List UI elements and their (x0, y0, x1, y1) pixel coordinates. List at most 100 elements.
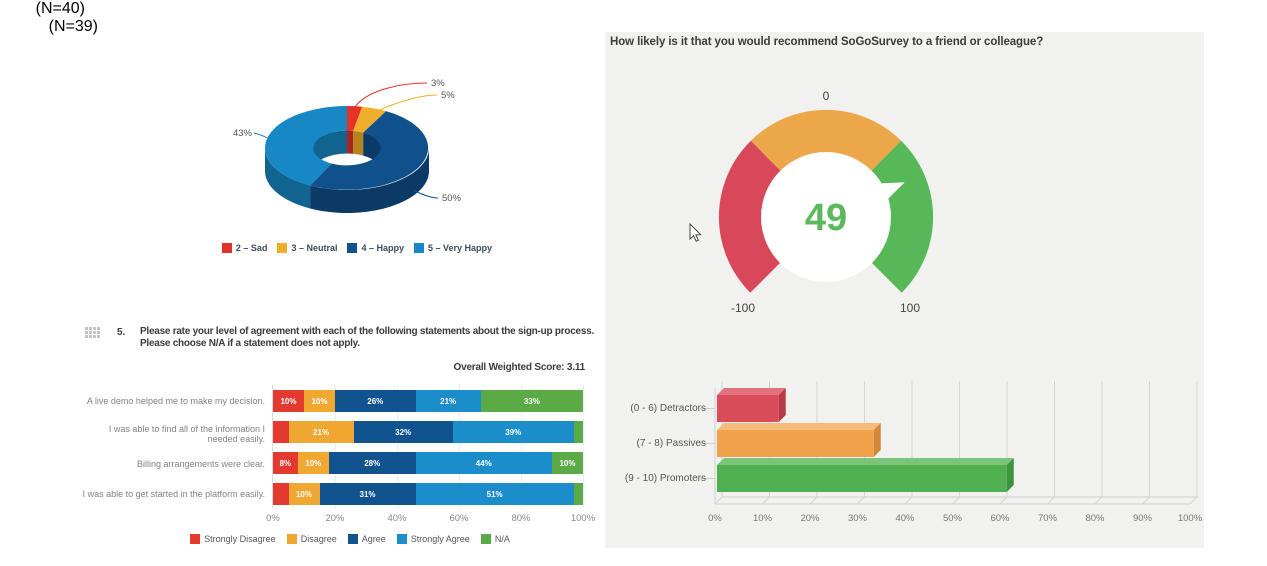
category-label: Billing arrangements were clear. (136, 459, 265, 469)
bar-top-face (717, 423, 881, 430)
bar-segment: 32% (353, 421, 453, 443)
legend-label: Disagree (300, 534, 337, 544)
donut-legend-item[interactable]: 4 – Happy (347, 243, 404, 253)
question-number: 5. (117, 327, 126, 338)
bar-segment-label: 8% (279, 458, 292, 468)
question-text: Please rate your level of agreement with… (140, 326, 600, 349)
x-tick-label: 40% (387, 513, 407, 524)
mouse-cursor (689, 223, 702, 242)
bar-top-face (717, 388, 786, 395)
donut-slice (265, 106, 347, 186)
bar-segment-label: 33% (523, 396, 540, 406)
x-tick-label: 60% (990, 513, 1010, 524)
bar-segment-label: 21% (440, 396, 457, 406)
legend-swatch (277, 243, 288, 253)
nps-respondent-count: (N=39) (48, 18, 98, 35)
bar-segment: 44% (415, 452, 552, 474)
bar-segment-label: 39% (505, 427, 522, 437)
legend-label: 2 – Sad (235, 243, 268, 253)
x-tick-label: 80% (511, 513, 531, 524)
gauge-value: 49 (805, 197, 847, 239)
x-tick-label: 60% (449, 513, 469, 524)
bar-segment-label: 28% (364, 458, 381, 468)
gauge-segment (750, 109, 902, 178)
donut-respondent-count: (N=40) (35, 0, 85, 17)
x-tick-label: 0% (708, 513, 722, 524)
overall-weighted-score: Overall Weighted Score: 3.11 (453, 362, 586, 373)
donut-leader-line (412, 189, 439, 199)
legend-swatch (414, 243, 425, 253)
stacked-legend-item[interactable]: Disagree (286, 534, 337, 544)
stacked-legend-item[interactable]: Strongly Disagree (190, 534, 276, 544)
bar-segment (273, 421, 289, 443)
gauge-pointer (875, 182, 905, 203)
donut-percent-label: 43% (233, 128, 253, 139)
donut-slice-wall (353, 130, 364, 156)
stacked-legend-item[interactable]: Strongly Agree (396, 534, 470, 544)
donut-legend-item[interactable]: 2 – Sad (221, 243, 268, 253)
x-tick-label: 40% (895, 513, 915, 524)
bar-segment: 31% (319, 483, 416, 505)
bar-segment-label: 10% (280, 396, 297, 406)
donut-legend: 2 – Sad 3 – Neutral 4 – Happy 5 – Very Happ… (212, 243, 502, 253)
donut-slice-wall (310, 148, 429, 213)
bar-side-face (1006, 458, 1014, 492)
bar-segment-label: 44% (475, 458, 492, 468)
nps-gauge-chart: 49 0 -100 100 (718, 89, 934, 315)
bar-segment (573, 421, 583, 443)
bar-segment: 21% (288, 421, 354, 443)
stacked-bar-row: 10% 10% 26% 21% 33% (273, 390, 583, 412)
legend-label: 4 – Happy (361, 243, 405, 253)
bar-segment: 10% (288, 483, 320, 505)
donut-legend-item[interactable]: 3 – Neutral (277, 243, 337, 253)
donut-slice (353, 106, 387, 133)
nps-question-title: How likely is it that you would recommen… (610, 36, 1044, 48)
stacked-legend-item[interactable]: N/A (480, 534, 510, 544)
donut-leader-line (354, 82, 428, 108)
x-tick-label: 80% (1085, 513, 1105, 524)
bar-segment-label: 26% (367, 396, 384, 406)
legend-swatch (396, 534, 407, 544)
bar-top-face (717, 458, 1014, 465)
donut-percent-label: 3% (431, 78, 445, 89)
nps-category-label: (7 - 8) Passives (636, 438, 706, 449)
stacked-bar-row: 10% 31% 51% (273, 483, 583, 505)
bar-front-face (717, 465, 1007, 492)
gridline (521, 385, 522, 508)
nps-breakdown-chart: 0% 10% 20% 30% 40% 50% 60% 70% 80% 90% 100% (700, 381, 1203, 524)
gridline (1047, 381, 1055, 505)
bar-side-face (778, 388, 786, 422)
donut-slice-wall (313, 130, 347, 171)
x-tick-label: 0% (266, 513, 280, 524)
stacked-legend-item[interactable]: Agree (347, 534, 386, 544)
donut-legend-item[interactable]: 5 – Very Happy (414, 243, 492, 253)
stacked-bar-row: 8% 10% 28% 44% 10% (273, 452, 583, 474)
bar-side-face (873, 423, 881, 457)
gridline (397, 385, 398, 508)
bar-segment: 21% (415, 390, 481, 412)
bar-segment-label: 32% (395, 427, 412, 437)
bar-front-face (717, 395, 779, 422)
bar-segment (573, 483, 583, 505)
bar-segment: 51% (415, 483, 574, 505)
x-tick-label: 10% (753, 513, 773, 524)
legend-label: N/A (494, 534, 510, 544)
legend-label: Strongly Agree (410, 534, 470, 544)
x-tick-label: 50% (943, 513, 963, 524)
x-tick-label: 30% (848, 513, 868, 524)
donut-leader-line (376, 94, 438, 112)
donut-leader-line (253, 132, 268, 139)
legend-swatch (190, 534, 201, 544)
bar-front-face (717, 430, 874, 457)
bar-segment-label: 51% (486, 489, 503, 499)
y-axis-line (272, 385, 273, 508)
question-text-line1: Please rate your level of agreement with… (140, 326, 594, 337)
x-tick-label: 100% (1178, 513, 1203, 524)
donut-percent-label: 50% (442, 193, 462, 204)
bar-segment: 28% (328, 452, 416, 474)
legend-swatch (347, 534, 358, 544)
category-label: I was able to find all of the informatio… (108, 424, 265, 444)
drag-handle-icon[interactable] (85, 327, 101, 339)
bar-segment: 10% (304, 390, 335, 412)
